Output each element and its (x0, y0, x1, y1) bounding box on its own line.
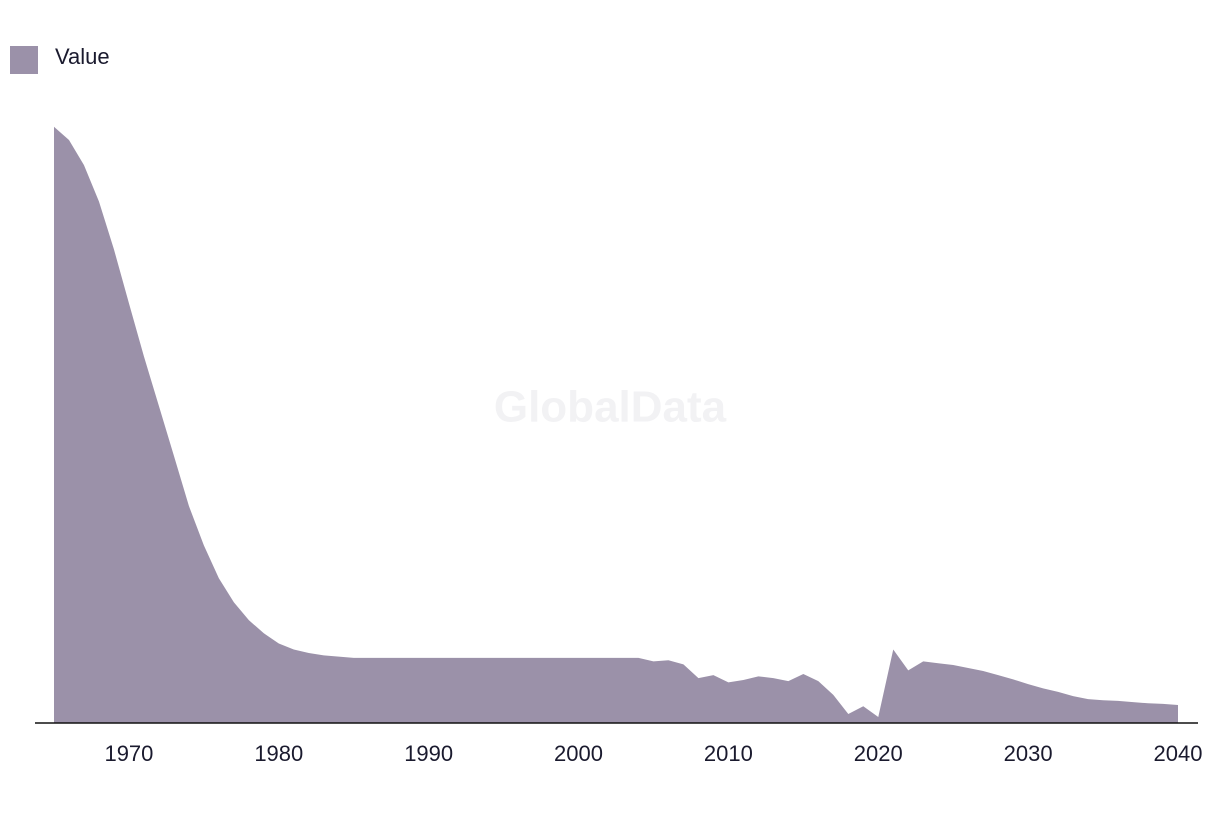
area (54, 126, 1178, 723)
x-tick-label: 2020 (854, 741, 903, 766)
x-tick-label: 2040 (1154, 741, 1203, 766)
x-tick-label: 2000 (554, 741, 603, 766)
watermark: GlobalData (494, 383, 727, 432)
legend-label: Value (55, 44, 110, 69)
x-tick-label: 1970 (104, 741, 153, 766)
legend-swatch (10, 46, 38, 74)
x-tick-label: 2030 (1004, 741, 1053, 766)
x-tick-label: 1980 (254, 741, 303, 766)
x-tick-label: 2010 (704, 741, 753, 766)
x-tick-label: 1990 (404, 741, 453, 766)
